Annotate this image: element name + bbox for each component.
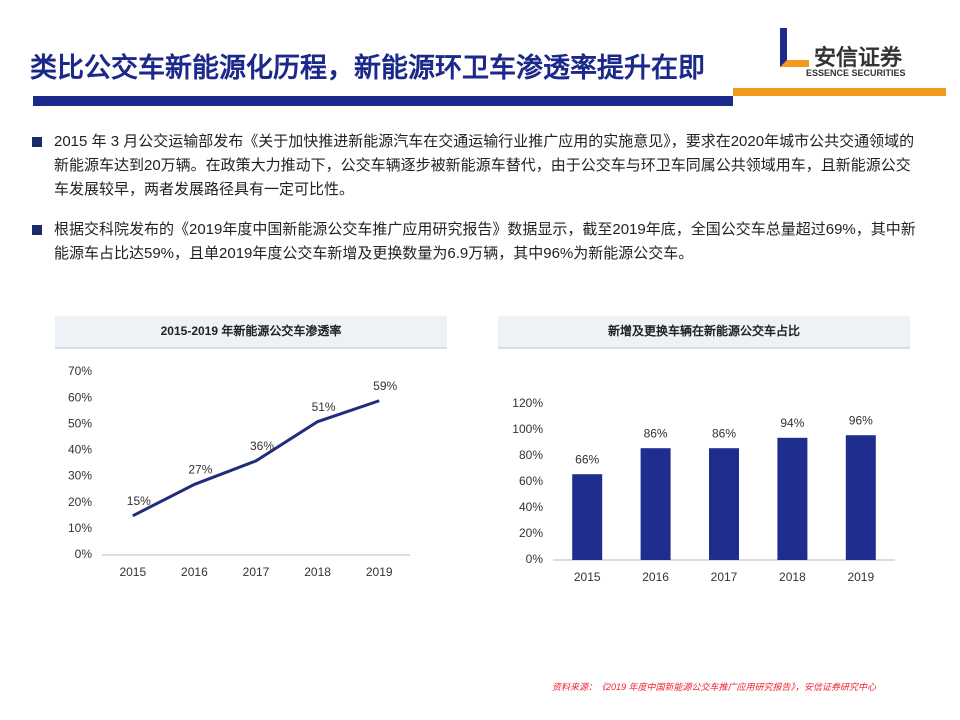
- logo-mark: [780, 28, 809, 67]
- x-tick-label: 2018: [779, 570, 806, 584]
- slide-title: 类比公交车新能源化历程，新能源环卫车渗透率提升在即: [30, 53, 705, 83]
- y-tick-label: 0%: [75, 547, 93, 561]
- value-label: 51%: [312, 400, 336, 414]
- x-tick-label: 2016: [642, 570, 669, 584]
- value-label: 94%: [780, 416, 804, 430]
- x-tick-label: 2015: [574, 570, 601, 584]
- bar: [845, 435, 876, 560]
- y-tick-label: 60%: [68, 390, 92, 404]
- value-label: 86%: [712, 426, 736, 440]
- y-tick-label: 70%: [68, 364, 92, 378]
- value-label: 86%: [644, 426, 668, 440]
- y-tick-label: 60%: [519, 474, 543, 488]
- chart-title-box: [55, 316, 447, 348]
- bar: [709, 448, 739, 560]
- value-label: 59%: [373, 379, 397, 393]
- y-tick-label: 20%: [519, 526, 543, 540]
- y-tick-label: 80%: [519, 448, 543, 462]
- value-label: 36%: [250, 439, 274, 453]
- accent-bar: [733, 88, 946, 96]
- x-tick-label: 2017: [711, 570, 738, 584]
- bullet-text: 根据交科院发布的《2019年度中国新能源公交车推广应用研究报告》数据显示，截至2…: [54, 221, 916, 262]
- y-tick-label: 50%: [68, 416, 92, 430]
- chart-title-box: [498, 316, 910, 348]
- charts: 2015-2019 年新能源公交车渗透率 0% 10% 20% 30% 40% 50% 60%…: [55, 316, 910, 584]
- x-tick-label: 2019: [366, 565, 393, 579]
- y-tick-label: 10%: [68, 521, 92, 535]
- logo-en: ESSENCE SECURITIES: [806, 68, 906, 78]
- y-tick-label: 40%: [68, 443, 92, 457]
- bullet: 2015 年 3 月公交运输部发布《关于加快推进新能源汽车在交通运输行业推广应用…: [32, 130, 922, 202]
- x-tick-label: 2015: [119, 565, 146, 579]
- bullet: 根据交科院发布的《2019年度中国新能源公交车推广应用研究报告》数据显示，截至2…: [32, 218, 922, 266]
- y-tick-label: 40%: [519, 500, 543, 514]
- y-tick-label: 0%: [526, 552, 544, 566]
- value-label: 27%: [188, 463, 212, 477]
- bar: [572, 474, 603, 560]
- title-bar: [33, 96, 733, 106]
- x-tick-label: 2019: [847, 570, 874, 584]
- value-label: 15%: [127, 494, 151, 508]
- bar: [640, 448, 671, 560]
- y-tick-label: 120%: [512, 396, 543, 410]
- bullet-text: 2015 年 3 月公交运输部发布《关于加快推进新能源汽车在交通运输行业推广应用…: [54, 133, 915, 198]
- x-tick-label: 2016: [181, 565, 208, 579]
- chart-title: 2015-2019 年新能源公交车渗透率: [161, 323, 342, 338]
- bar: [777, 437, 808, 560]
- value-label: 96%: [849, 413, 873, 427]
- y-tick-label: 20%: [68, 495, 92, 509]
- value-label: 66%: [575, 452, 599, 466]
- chart-title: 新增及更换车辆在新能源公交车占比: [608, 323, 800, 338]
- y-tick-label: 100%: [512, 422, 543, 436]
- x-tick-label: 2018: [304, 565, 331, 579]
- line: [132, 399, 380, 518]
- logo-cn: 安信证券: [814, 45, 903, 70]
- x-tick-label: 2017: [243, 565, 270, 579]
- y-tick-label: 30%: [68, 469, 92, 483]
- source: 资料来源：《2019 年度中国新能源公交车推广应用研究报告》，安信证券研究中心: [552, 682, 877, 692]
